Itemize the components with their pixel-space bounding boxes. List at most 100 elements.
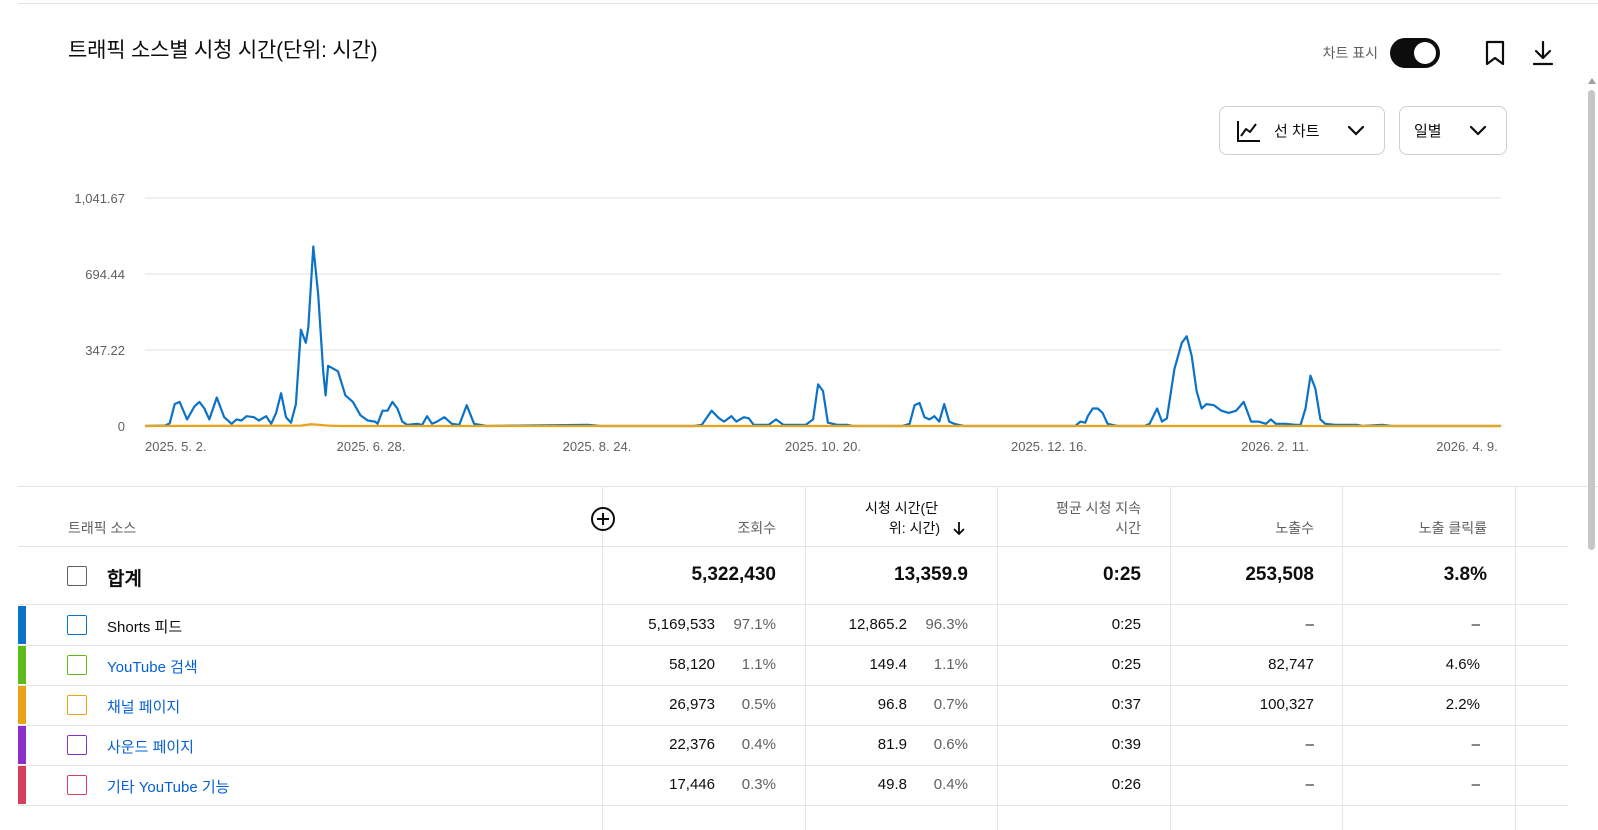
- row-divider: [18, 604, 1568, 605]
- row-watch-time-pct: 0.7%: [933, 696, 968, 713]
- total-label: 합계: [107, 569, 142, 590]
- header-avg-line2: 시간: [1115, 520, 1141, 536]
- row-watch-time: 149.4: [869, 656, 907, 673]
- x-tick-label: 2026. 2. 11.: [1241, 439, 1309, 454]
- header-impressions[interactable]: 노출수: [1275, 520, 1314, 536]
- x-tick-label: 2025. 5. 2.: [145, 439, 206, 454]
- header-ctr[interactable]: 노출 클릭률: [1418, 520, 1487, 536]
- header-watch-time-line2-row: 위: 시간): [828, 518, 968, 538]
- row-checkbox[interactable]: [67, 655, 87, 675]
- row-impressions: 82,747: [1268, 656, 1314, 673]
- row-watch-time: 12,865.2: [848, 616, 907, 633]
- column-divider: [805, 487, 806, 830]
- row-views: 5,169,533: [648, 616, 715, 633]
- chart-controls: 차트 표시: [1323, 36, 1558, 70]
- row-views: 17,446: [669, 776, 715, 793]
- column-divider: [1170, 487, 1171, 830]
- total-watch-time: 13,359.9: [894, 564, 968, 585]
- x-tick-label: 2026. 4. 9.: [1436, 439, 1497, 454]
- header-watch-time[interactable]: 시청 시간(단 위: 시간): [828, 498, 968, 538]
- x-tick-label: 2025. 8. 24.: [563, 439, 632, 454]
- row-source-label[interactable]: 기타 YouTube 기능: [107, 779, 230, 796]
- row-source-label[interactable]: YouTube 검색: [107, 659, 198, 676]
- y-tick-label: 0: [118, 419, 125, 434]
- total-checkbox[interactable]: [67, 566, 87, 586]
- series-line-0: [144, 245, 1501, 428]
- row-impressions: 100,327: [1259, 696, 1314, 713]
- period-dropdown[interactable]: 일별: [1399, 106, 1507, 155]
- row-views: 26,973: [669, 696, 715, 713]
- row-watch-time: 96.8: [877, 696, 907, 713]
- row-views-pct: 97.1%: [733, 616, 776, 633]
- bookmark-button[interactable]: [1480, 38, 1510, 68]
- row-impressions: –: [1305, 736, 1314, 753]
- row-source-label[interactable]: 사운드 페이지: [107, 739, 194, 756]
- row-source-label: Shorts 피드: [107, 619, 183, 636]
- row-views-pct: 0.4%: [741, 736, 776, 753]
- watch-time-line-chart: 1,041.67 694.44 347.22 0 2025. 5. 2. 2025. 6.…: [74, 191, 1501, 454]
- header-avg-line1: 평균 시청 지속: [1055, 500, 1141, 516]
- row-divider: [18, 725, 1568, 726]
- series-color-bar: [18, 606, 26, 644]
- total-views: 5,322,430: [691, 564, 776, 585]
- series-line-1: [144, 423, 1501, 428]
- column-divider: [1515, 487, 1516, 830]
- row-impressions: –: [1305, 616, 1314, 633]
- row-watch-time: 49.8: [877, 776, 907, 793]
- add-column-button[interactable]: [590, 506, 616, 532]
- row-views-pct: 0.3%: [741, 776, 776, 793]
- chevron-down-icon: [1347, 125, 1365, 136]
- add-circle-icon: [591, 507, 615, 531]
- row-watch-time: 81.9: [877, 736, 907, 753]
- x-tick-label: 2025. 10. 20.: [785, 439, 861, 454]
- row-checkbox[interactable]: [67, 775, 87, 795]
- top-divider: [18, 3, 1598, 4]
- y-tick-label: 694.44: [85, 267, 125, 282]
- download-button[interactable]: [1528, 38, 1558, 68]
- row-ctr: 2.2%: [1445, 696, 1480, 713]
- series-color-bar: [18, 726, 26, 764]
- row-views-pct: 1.1%: [741, 656, 776, 673]
- row-divider: [18, 805, 1568, 806]
- sort-down-arrow-icon: [953, 522, 965, 536]
- header-watch-time-line2: 위: 시간): [888, 520, 940, 536]
- row-source-label[interactable]: 채널 페이지: [107, 699, 181, 716]
- header-views[interactable]: 조회수: [737, 520, 776, 536]
- row-ctr: –: [1471, 736, 1480, 753]
- scroll-up-arrow[interactable]: [1588, 78, 1596, 84]
- row-divider: [18, 685, 1568, 686]
- column-divider: [1342, 487, 1343, 830]
- period-label: 일별: [1414, 123, 1442, 140]
- row-checkbox[interactable]: [67, 735, 87, 755]
- row-checkbox[interactable]: [67, 695, 87, 715]
- chart-line-icon: [1237, 120, 1260, 142]
- row-watch-time-pct: 96.3%: [925, 616, 968, 633]
- total-impressions: 253,508: [1245, 564, 1314, 585]
- row-avg-duration: 0:37: [1111, 696, 1141, 713]
- column-divider: [997, 487, 998, 830]
- row-checkbox[interactable]: [67, 615, 87, 635]
- row-avg-duration: 0:39: [1111, 736, 1141, 753]
- row-watch-time-pct: 0.4%: [933, 776, 968, 793]
- row-watch-time-pct: 1.1%: [933, 656, 968, 673]
- total-ctr: 3.8%: [1443, 564, 1487, 585]
- total-avg-duration: 0:25: [1102, 564, 1141, 585]
- chart-toggle[interactable]: [1390, 38, 1440, 68]
- row-avg-duration: 0:25: [1111, 656, 1141, 673]
- x-tick-label: 2025. 6. 28.: [337, 439, 406, 454]
- row-ctr: –: [1471, 616, 1480, 633]
- chart-type-dropdown[interactable]: 선 차트: [1219, 106, 1385, 155]
- scrollbar-thumb[interactable]: [1588, 90, 1595, 550]
- header-traffic-source: 트래픽 소스: [68, 520, 137, 536]
- chart-toggle-label: 차트 표시: [1322, 45, 1378, 61]
- x-tick-label: 2025. 12. 16.: [1011, 439, 1087, 454]
- row-divider: [18, 765, 1568, 766]
- download-icon: [1532, 40, 1554, 66]
- row-impressions: –: [1305, 776, 1314, 793]
- header-avg-duration[interactable]: 평균 시청 지속 시간: [1001, 498, 1141, 538]
- row-views: 22,376: [669, 736, 715, 753]
- series-color-bar: [18, 646, 26, 684]
- header-bottom-border: [18, 546, 1568, 547]
- row-avg-duration: 0:25: [1111, 616, 1141, 633]
- row-views-pct: 0.5%: [741, 696, 776, 713]
